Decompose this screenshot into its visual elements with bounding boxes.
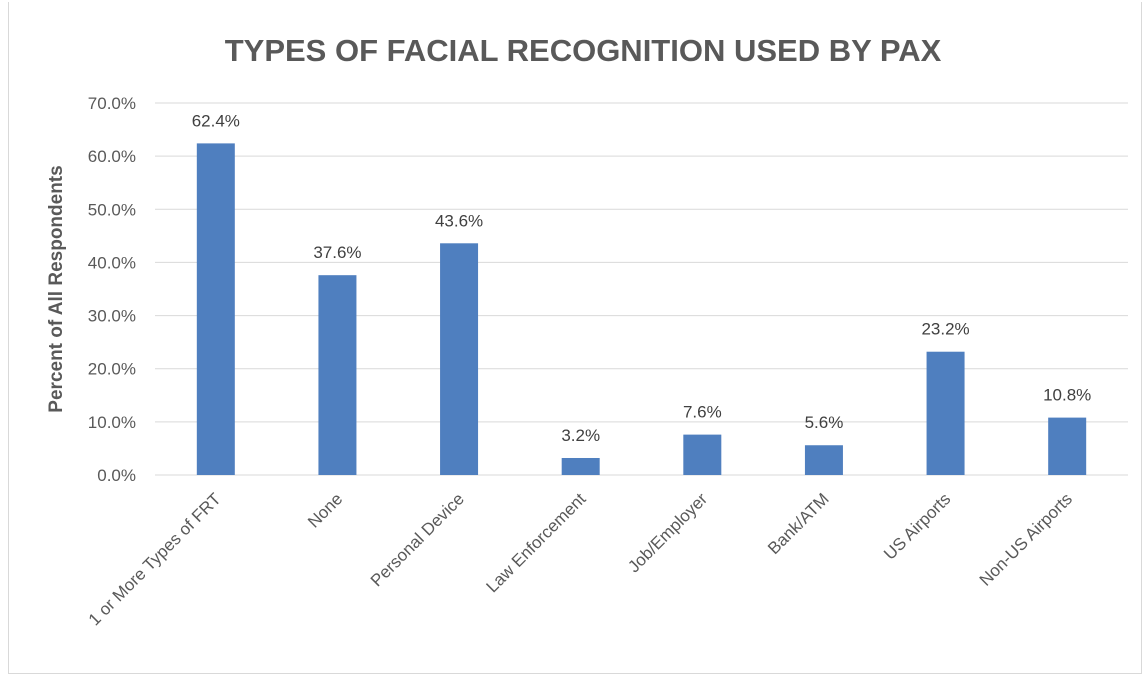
category-label: Non-US Airports — [976, 489, 1076, 589]
data-label: 62.4% — [192, 111, 240, 130]
chart-title: TYPES OF FACIAL RECOGNITION USED BY PAX — [225, 33, 942, 68]
data-label: 7.6% — [683, 403, 722, 422]
category-label: Personal Device — [367, 489, 468, 590]
y-tick-label: 0.0% — [97, 466, 136, 485]
y-tick-label: 40.0% — [88, 253, 136, 272]
category-label: Job/Employer — [624, 489, 711, 576]
bar — [1048, 417, 1087, 475]
data-label: 43.6% — [435, 211, 483, 230]
y-tick-label: 70.0% — [88, 94, 136, 113]
y-tick-label: 60.0% — [88, 147, 136, 166]
bar — [561, 457, 600, 475]
category-labels: 1 or More Types of FRT None Personal Devic… — [85, 489, 1076, 629]
bar — [440, 243, 479, 475]
data-labels: 62.4% 37.6% 43.6% 3.2% 7.6% 5.6% 23.2% 10.8% — [192, 111, 1092, 445]
gridlines — [155, 102, 1128, 476]
data-label: 10.8% — [1043, 386, 1091, 405]
bar — [926, 351, 965, 475]
y-axis-ticks: 0.0% 10.0% 20.0% 30.0% 40.0% 50.0% 60.0% 70.0% — [88, 94, 136, 485]
bar — [804, 445, 843, 475]
category-label: US Airports — [880, 489, 954, 563]
bar — [683, 434, 722, 475]
y-axis-label: Percent of All Respondents — [46, 165, 67, 412]
category-label: Bank/ATM — [764, 489, 833, 558]
data-label: 5.6% — [805, 413, 844, 432]
bars — [196, 143, 1087, 476]
y-tick-label: 30.0% — [88, 307, 136, 326]
category-label: None — [304, 489, 346, 531]
data-label: 37.6% — [313, 243, 361, 262]
bar — [318, 275, 357, 475]
y-tick-label: 50.0% — [88, 200, 136, 219]
data-label: 3.2% — [561, 426, 600, 445]
category-label: Law Enforcement — [483, 489, 590, 596]
data-label: 23.2% — [921, 320, 969, 339]
bar — [196, 143, 235, 476]
y-tick-label: 20.0% — [88, 360, 136, 379]
category-label: 1 or More Types of FRT — [85, 489, 225, 629]
y-tick-label: 10.0% — [88, 413, 136, 432]
